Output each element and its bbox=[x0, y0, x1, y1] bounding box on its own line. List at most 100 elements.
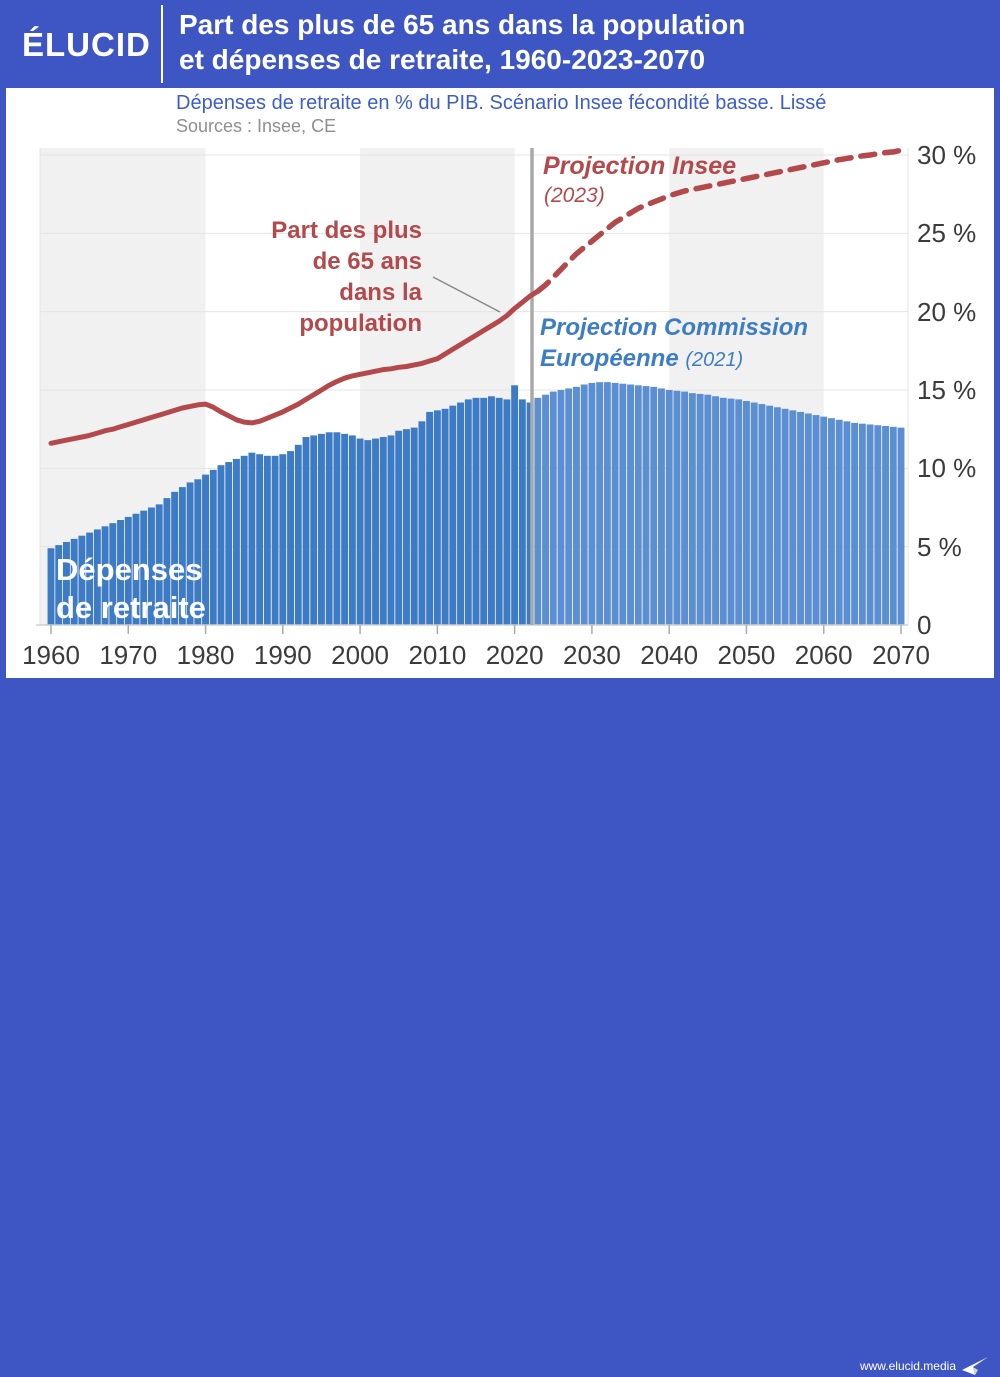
pension-bar bbox=[410, 427, 418, 625]
pension-bar bbox=[302, 436, 310, 625]
pension-bar bbox=[634, 385, 642, 625]
pension-bar bbox=[403, 429, 410, 625]
annotation-projection-ce: Projection Commission Européenne (2021) bbox=[540, 312, 808, 376]
pension-bar bbox=[233, 458, 240, 625]
pension-bar bbox=[441, 408, 449, 625]
page-title: Part des plus de 65 ans dans la populati… bbox=[179, 9, 746, 75]
pension-bar bbox=[603, 382, 611, 625]
pension-bar bbox=[186, 482, 194, 625]
pension-bar bbox=[418, 421, 426, 625]
pension-bar bbox=[348, 435, 356, 625]
pension-bar bbox=[688, 393, 696, 625]
pension-bar bbox=[696, 393, 704, 625]
pension-bar bbox=[874, 425, 882, 625]
pension-bar bbox=[735, 399, 743, 625]
chart-subtitle: Dépenses de retraite en % du PIB. Scénar… bbox=[176, 92, 827, 114]
pension-bar bbox=[627, 384, 634, 625]
y-axis-label: 10 % bbox=[917, 453, 977, 484]
pension-bar bbox=[47, 548, 55, 625]
pension-bar bbox=[55, 545, 63, 625]
pension-bar bbox=[395, 430, 403, 625]
pension-bar bbox=[117, 520, 124, 625]
annotation-population-share: Part des plus de 65 ans dans la populati… bbox=[271, 217, 422, 337]
pension-bar bbox=[333, 432, 341, 625]
y-axis-label: 25 % bbox=[917, 218, 977, 249]
pension-bar bbox=[155, 504, 163, 625]
pension-bar bbox=[835, 419, 843, 625]
pension-bar bbox=[820, 416, 828, 625]
paper-plane-icon bbox=[962, 1357, 988, 1375]
pension-bar bbox=[124, 516, 132, 625]
y-axis-label: 20 % bbox=[917, 296, 977, 327]
pension-bar bbox=[843, 421, 851, 625]
annotation-projection-ce-line1: Projection Commission bbox=[540, 314, 809, 341]
chart-sources: Sources : Insee, CE bbox=[176, 116, 337, 136]
pension-bar bbox=[503, 399, 511, 625]
pension-bar bbox=[488, 396, 495, 625]
pension-bar bbox=[372, 438, 379, 625]
pension-bar bbox=[464, 399, 472, 625]
pension-bar bbox=[704, 394, 712, 625]
pension-bar bbox=[743, 400, 750, 625]
pension-bar bbox=[263, 455, 271, 625]
pension-bar bbox=[542, 394, 549, 625]
pension-bar bbox=[611, 382, 619, 625]
pension-bar bbox=[472, 397, 480, 625]
pension-bar bbox=[271, 455, 279, 625]
pension-bar bbox=[534, 397, 542, 625]
header: ÉLUCID Part des plus de 65 ans dans la p… bbox=[0, 0, 1000, 88]
pension-bar bbox=[557, 389, 565, 625]
pension-bar bbox=[588, 382, 596, 625]
y-axis-label: 5 % bbox=[917, 531, 962, 562]
x-axis-label: 2060 bbox=[794, 640, 853, 670]
pension-bar bbox=[650, 386, 658, 625]
pension-bar bbox=[565, 388, 573, 625]
pension-bar bbox=[256, 454, 264, 625]
annotation-connector-line bbox=[432, 276, 501, 313]
pension-bar bbox=[511, 385, 519, 625]
pension-bar bbox=[665, 389, 673, 625]
pension-bar bbox=[549, 391, 557, 625]
pension-bar bbox=[727, 398, 735, 625]
pension-bar bbox=[287, 451, 294, 625]
x-axis-label: 2010 bbox=[408, 640, 467, 670]
annotation-projection-ce-year: (2021) bbox=[685, 349, 744, 371]
pension-bar bbox=[495, 397, 503, 625]
pension-bar bbox=[248, 452, 256, 625]
pension-bar bbox=[426, 411, 434, 625]
x-axis-label: 1960 bbox=[22, 640, 80, 670]
pension-bar bbox=[93, 529, 101, 625]
pension-bar bbox=[63, 541, 70, 625]
x-axis-label: 1990 bbox=[253, 640, 312, 670]
x-axis-label: 2050 bbox=[717, 640, 776, 670]
pension-bar bbox=[109, 523, 117, 625]
pension-bar bbox=[681, 391, 689, 625]
bars-series-label: Dépenses de retraite bbox=[56, 552, 206, 625]
pension-bar bbox=[132, 513, 140, 625]
pension-bar bbox=[642, 386, 650, 625]
x-axis-label: 2070 bbox=[872, 640, 930, 670]
pension-bar bbox=[773, 407, 781, 625]
pension-bar bbox=[325, 432, 333, 625]
pension-bar bbox=[812, 415, 820, 625]
pension-bar bbox=[596, 382, 604, 625]
annotation-projection-insee-year: (2023) bbox=[544, 184, 605, 207]
x-axis-label: 2000 bbox=[331, 640, 389, 670]
pension-bar bbox=[356, 438, 364, 625]
annotation-projection-insee: Projection Insee bbox=[543, 152, 737, 180]
pension-bar bbox=[194, 479, 202, 625]
x-axis-label: 2040 bbox=[640, 640, 699, 670]
pension-bar bbox=[766, 405, 774, 625]
population-line-historical bbox=[48, 288, 541, 446]
x-axis-label: 2030 bbox=[562, 640, 621, 670]
pension-bar bbox=[858, 423, 866, 625]
pension-bar bbox=[851, 422, 859, 625]
pension-bar bbox=[433, 410, 441, 625]
pension-bar bbox=[341, 433, 349, 625]
pension-bar bbox=[580, 384, 588, 625]
pension-bar bbox=[866, 424, 874, 625]
pension-bar bbox=[310, 435, 318, 625]
x-axis-label: 1980 bbox=[176, 640, 235, 670]
x-axis-label: 2020 bbox=[485, 640, 544, 670]
pension-bar bbox=[148, 507, 155, 625]
